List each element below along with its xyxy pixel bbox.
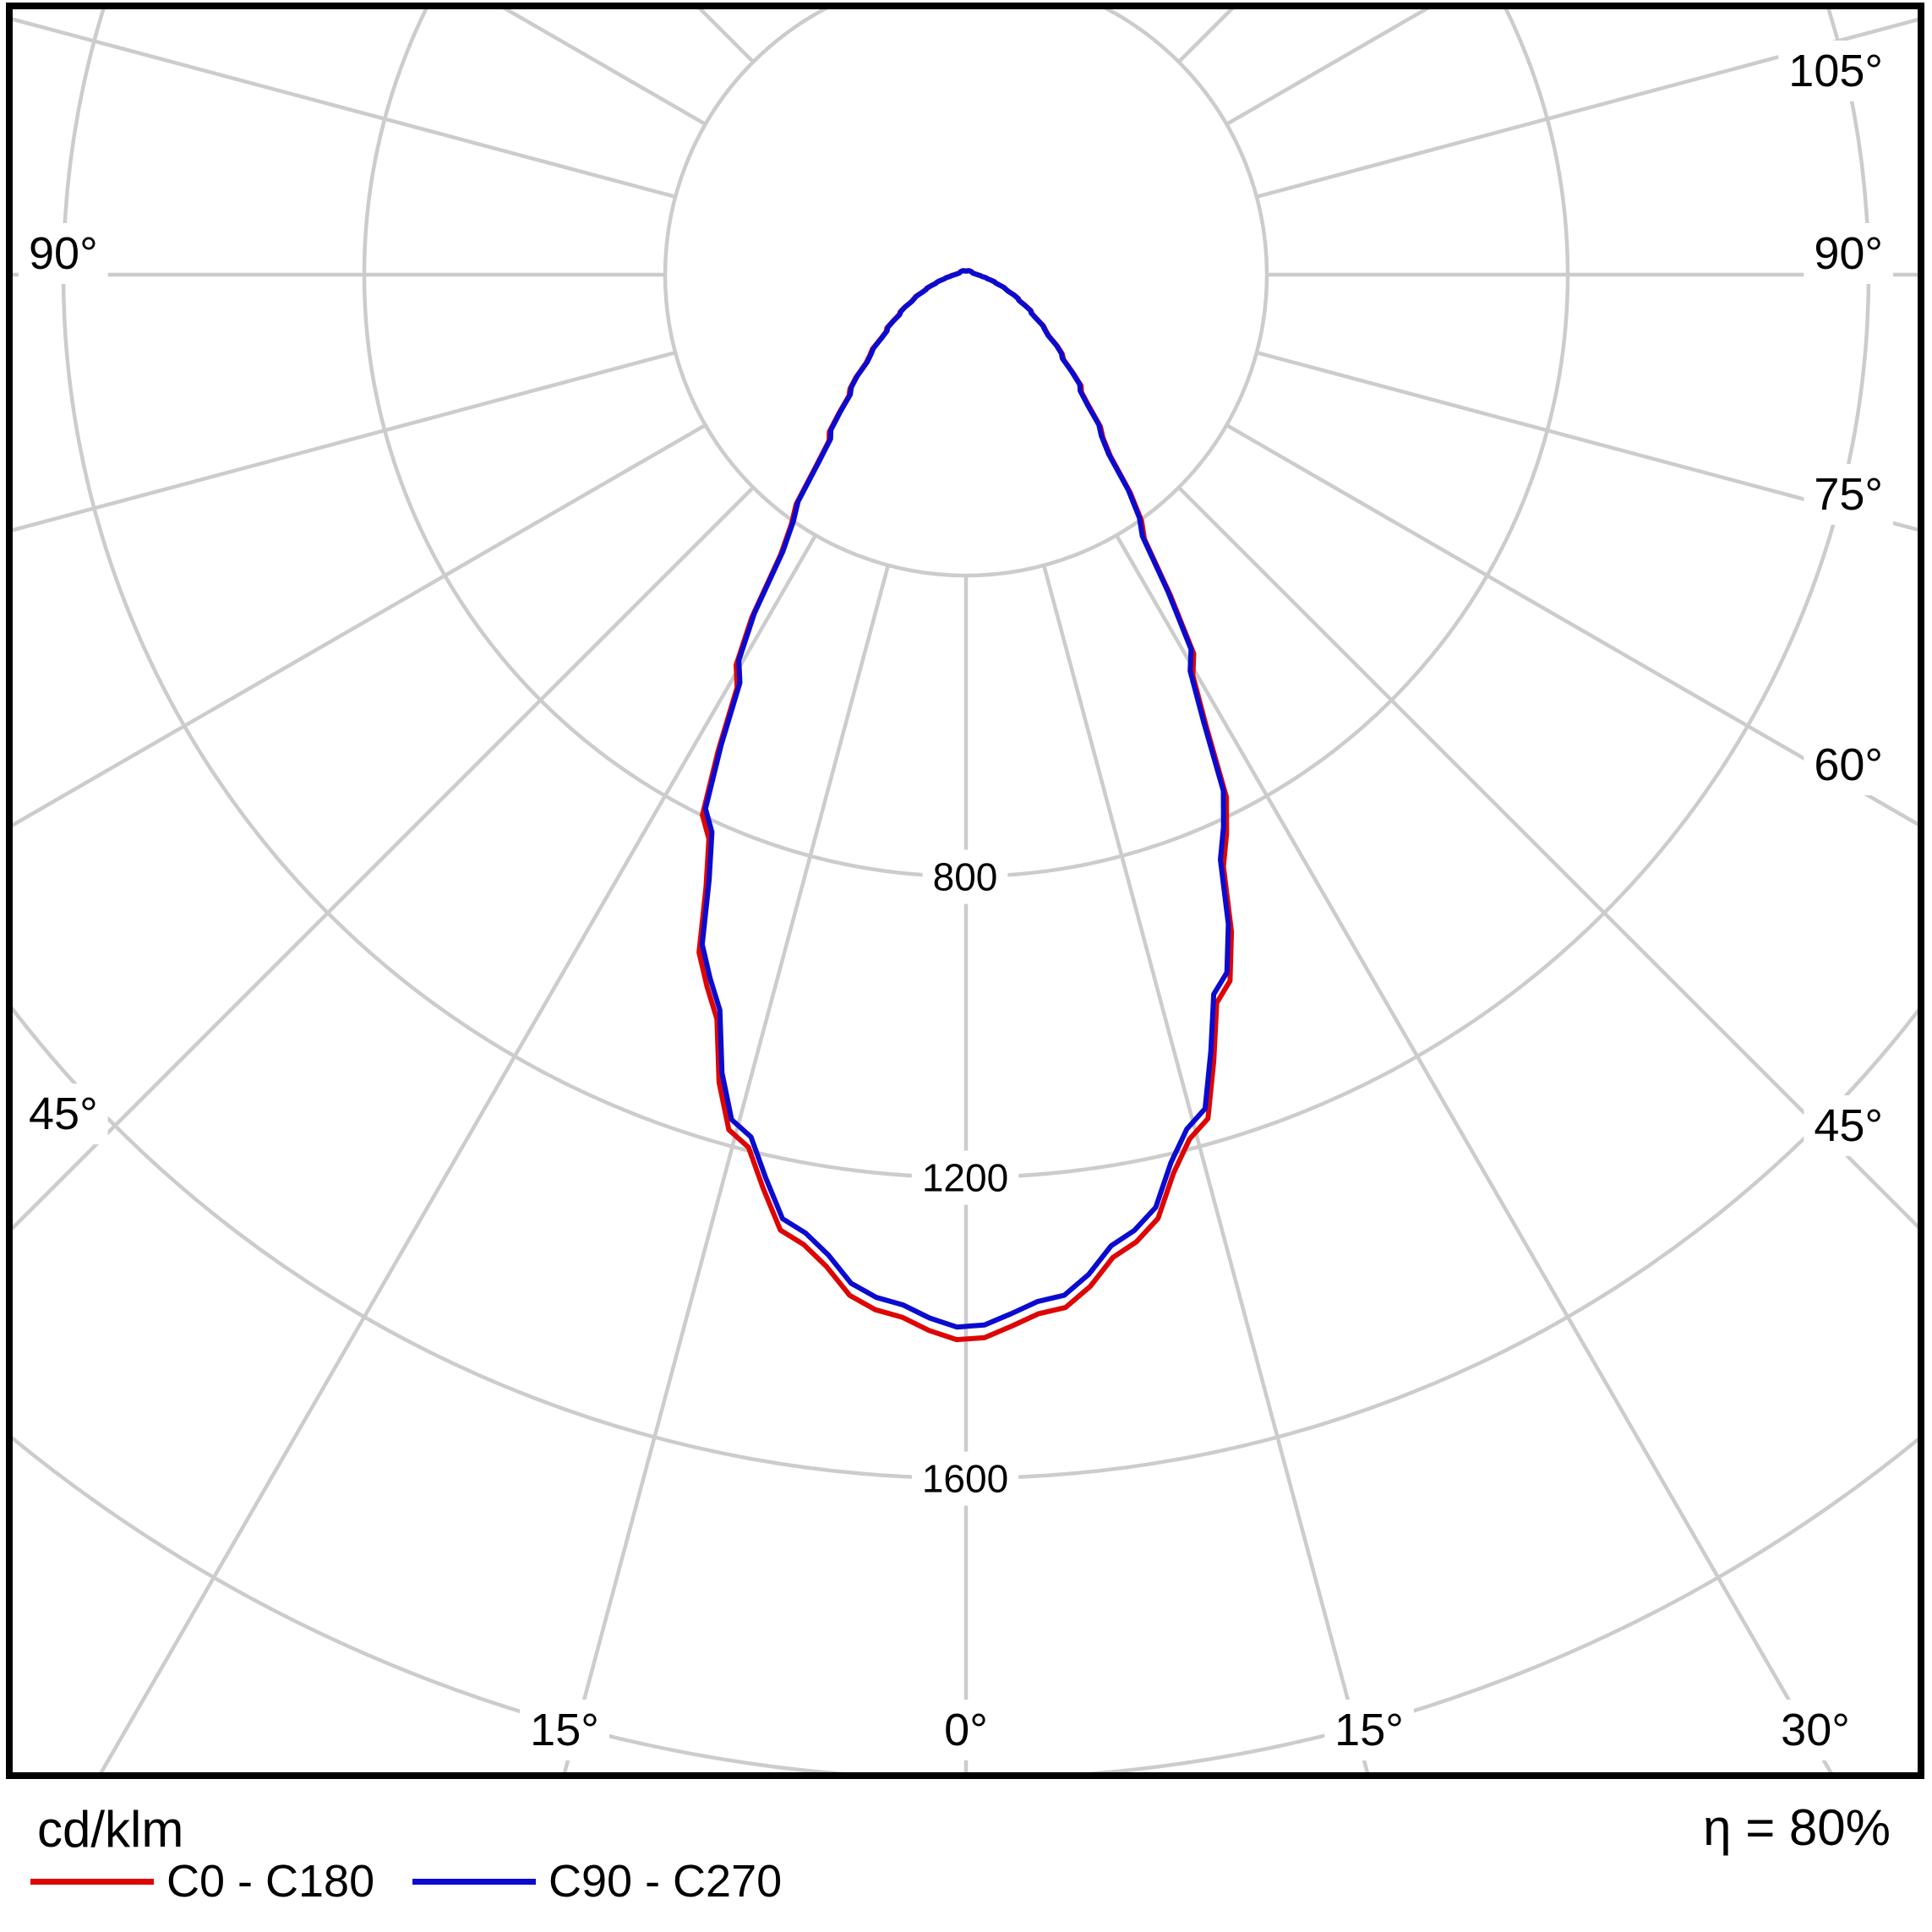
angle-label-bottom-15-bg bbox=[1324, 1700, 1414, 1760]
angle-label-left-45-bg bbox=[19, 1083, 108, 1144]
angle-label-right-60-bg bbox=[1804, 734, 1893, 795]
value-label-1200: 1200 bbox=[922, 1156, 1008, 1200]
efficiency-label: η = 80% bbox=[1703, 1799, 1891, 1856]
legend-label-c90-c270: C90 - C270 bbox=[548, 1856, 783, 1907]
intensity-curves bbox=[696, 268, 1235, 1343]
grid-labels: 800 1200 1600 90° 45° 105° 90° 75° 60° 45° 15° 0° 15… bbox=[19, 41, 1893, 1760]
grid-radial-105r bbox=[1256, 17, 1918, 199]
grid-radial-60l bbox=[13, 423, 707, 827]
angle-label-right-105: 105° bbox=[1788, 46, 1883, 96]
angle-label-right-60: 60° bbox=[1814, 740, 1883, 790]
grid-radial-75r bbox=[1256, 350, 1918, 532]
grid-radial-30r bbox=[1115, 534, 1833, 1772]
grid-radial-75l bbox=[13, 350, 676, 532]
value-label-800: 800 bbox=[933, 855, 998, 899]
grid-circle-400 bbox=[663, 9, 1269, 578]
angle-label-right-45: 45° bbox=[1814, 1100, 1883, 1151]
legend-item-c90-c270: C90 - C270 bbox=[412, 1856, 782, 1907]
angle-label-bottom-15: 15° bbox=[1334, 1705, 1404, 1755]
angle-label-bottom-0-bg bbox=[934, 1700, 998, 1760]
plot-border bbox=[6, 3, 1924, 1779]
value-label-1200-bg bbox=[911, 1150, 1019, 1205]
curve-c90-c270 bbox=[699, 268, 1231, 1330]
angle-label-bottom-15: 15° bbox=[530, 1705, 599, 1755]
grid-radial-120l bbox=[502, 9, 707, 126]
legend-item-c0-c180: C0 - C180 bbox=[30, 1856, 374, 1907]
angle-label-bottom-15-bg bbox=[520, 1700, 609, 1760]
value-label-1600-bg bbox=[911, 1451, 1019, 1506]
angle-label-right-90: 90° bbox=[1814, 228, 1883, 279]
grid-radial-60r bbox=[1225, 423, 1918, 827]
angle-label-right-90-bg bbox=[1804, 223, 1893, 284]
grid-radial-30l bbox=[99, 534, 817, 1772]
legend-swatch-c0-c180 bbox=[30, 1878, 154, 1885]
grid-radial-45l bbox=[13, 486, 755, 1231]
value-label-800-bg bbox=[922, 849, 1008, 904]
angle-label-bottom-0: 0° bbox=[944, 1705, 988, 1755]
legend-label-c0-c180: C0 - C180 bbox=[166, 1856, 375, 1907]
angle-label-left-45: 45° bbox=[29, 1089, 98, 1139]
grid-radial-45r bbox=[1177, 486, 1918, 1230]
angle-label-right-105-bg bbox=[1778, 41, 1893, 101]
angle-label-left-90: 90° bbox=[29, 228, 98, 279]
legend: C0 - C180 C90 - C270 bbox=[0, 1856, 1932, 1907]
angle-label-left-90-bg bbox=[19, 223, 108, 284]
value-label-1600: 1600 bbox=[922, 1457, 1008, 1501]
units-label: cd/klm bbox=[37, 1801, 184, 1858]
legend-swatch-c90-c270 bbox=[412, 1878, 536, 1885]
angle-label-right-45-bg bbox=[1804, 1095, 1893, 1156]
angle-label-right-75: 75° bbox=[1814, 469, 1883, 520]
angle-label-bottom-30: 30° bbox=[1781, 1705, 1850, 1755]
angle-label-bottom-30-bg bbox=[1771, 1700, 1860, 1760]
grid-radial-105l bbox=[13, 17, 676, 199]
angle-label-right-75-bg bbox=[1804, 464, 1893, 525]
